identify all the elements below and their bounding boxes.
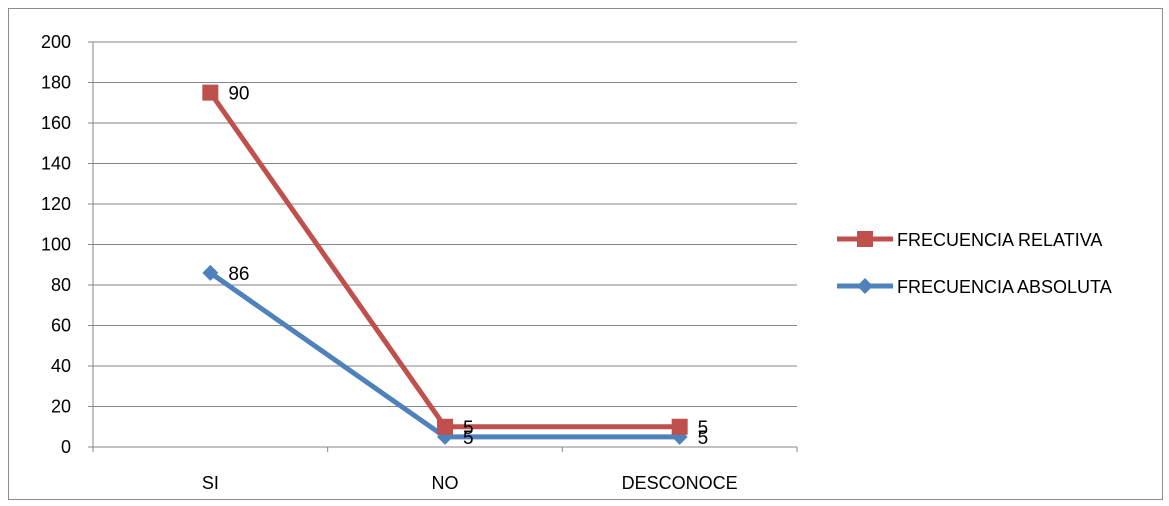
legend-label: FRECUENCIA ABSOLUTA — [897, 277, 1112, 297]
legend-marker — [857, 278, 873, 294]
x-tick-label: NO — [432, 473, 459, 493]
data-point-square — [671, 418, 688, 435]
legend-marker — [857, 231, 873, 247]
chart-frame: 0 20 40 60 80 100 120 140 160 180 200 SI NO DESCONOCE… — [8, 8, 1163, 500]
series-line — [208, 270, 680, 440]
y-tick-label: 180 — [41, 73, 71, 93]
data-label: 5 — [463, 428, 474, 449]
series — [202, 84, 688, 445]
y-tick-label: 100 — [41, 235, 71, 255]
y-tick-label: 20 — [51, 397, 71, 417]
axes: 0 20 40 60 80 100 120 140 160 180 200 SI NO DESCONOCE — [41, 32, 798, 493]
data-label: 86 — [228, 264, 249, 285]
y-tick-label: 60 — [51, 316, 71, 336]
data-label: 5 — [698, 428, 709, 449]
y-tick-label: 140 — [41, 154, 71, 174]
data-point-square — [202, 84, 219, 101]
y-tick-label: 40 — [51, 356, 71, 376]
y-tick-label: 160 — [41, 113, 71, 133]
y-tick-label: 200 — [41, 32, 71, 52]
x-tick-label: DESCONOCE — [622, 473, 738, 493]
x-tick-label: SI — [202, 473, 219, 493]
y-tick-label: 0 — [61, 437, 71, 457]
legend: FRECUENCIA RELATIVA FRECUENCIA ABSOLUTA — [837, 230, 1112, 297]
line-chart: 0 20 40 60 80 100 120 140 160 180 200 SI NO DESCONOCE… — [41, 32, 1112, 493]
y-tick-label: 120 — [41, 194, 71, 214]
legend-label: FRECUENCIA RELATIVA — [897, 230, 1102, 250]
data-point-square — [437, 418, 453, 435]
data-label: 5 — [463, 418, 474, 439]
data-label: 5 — [698, 418, 709, 439]
series-line — [208, 91, 680, 430]
data-label: 90 — [228, 84, 249, 105]
data-point-diamond — [202, 264, 219, 281]
y-tick-label: 80 — [51, 275, 71, 295]
gridlines — [93, 41, 797, 407]
